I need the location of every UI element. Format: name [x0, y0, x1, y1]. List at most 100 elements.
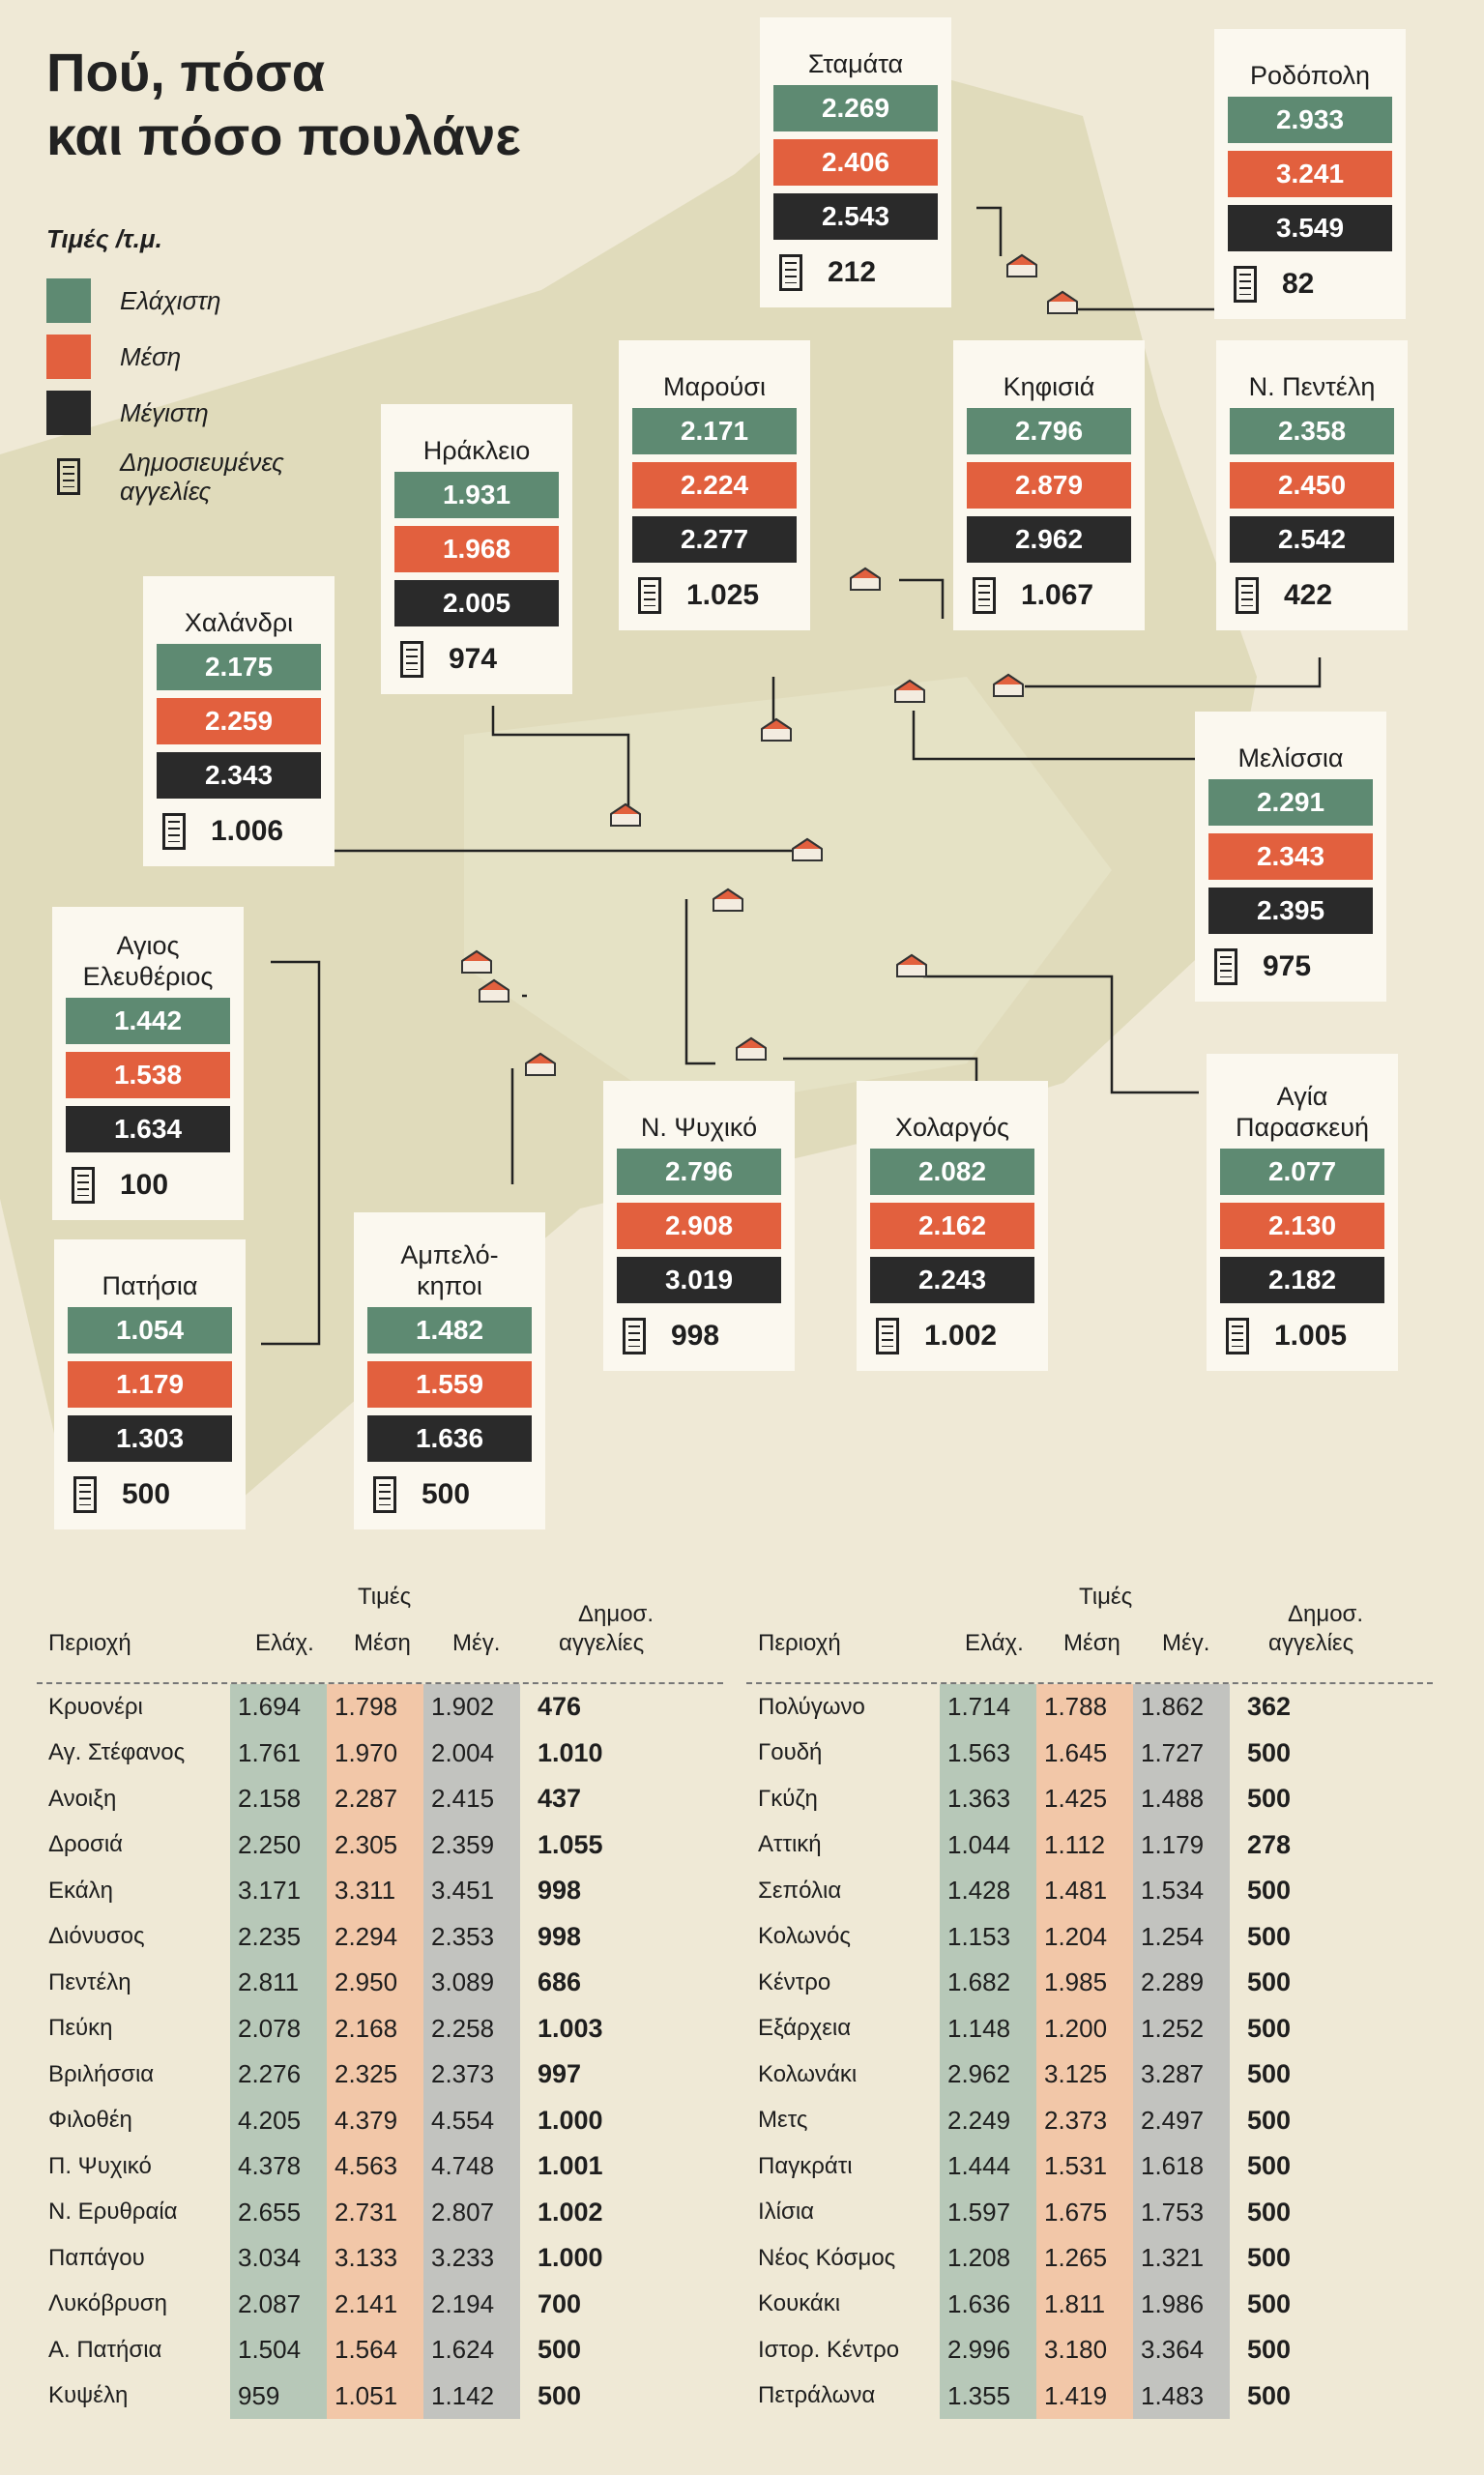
cell-max: 2.807 — [423, 2189, 520, 2235]
legend-item-avg: Μέση — [46, 329, 284, 385]
header-avg: Μέση — [354, 1630, 411, 1656]
cell-min: 4.205 — [230, 2097, 327, 2143]
table-row: Διόνυσος 2.235 2.294 2.353 998 — [37, 1913, 723, 1960]
price-table-right: Περιοχή Τιμές Ελάχ. Μέση Μέγ. Δημοσ. αγγ… — [746, 1574, 1433, 2419]
cell-max: 2.258 — [423, 2005, 520, 2052]
table-row: Ανοιξη 2.158 2.287 2.415 437 — [37, 1776, 723, 1822]
cell-avg: 1.788 — [1036, 1684, 1133, 1731]
table-row: Κολωνός 1.153 1.204 1.254 500 — [746, 1913, 1433, 1960]
cell-max: 1.254 — [1133, 1913, 1230, 1960]
cell-max: 1.483 — [1133, 2373, 1230, 2419]
cell-area: Μετς — [758, 2107, 808, 2134]
table-row: Αγ. Στέφανος 1.761 1.970 2.004 1.010 — [37, 1730, 723, 1776]
avg-price: 2.130 — [1220, 1203, 1384, 1249]
leader-lines — [261, 206, 1322, 1346]
cell-avg: 1.675 — [1036, 2189, 1133, 2235]
ads-count: 1.006 — [211, 815, 284, 847]
document-icon — [162, 813, 186, 850]
area-card: Ν. Ψυχικό 2.796 2.908 3.019 998 — [603, 1081, 795, 1371]
cell-max: 1.624 — [423, 2327, 520, 2373]
cell-avg: 2.373 — [1036, 2097, 1133, 2143]
max-price: 2.343 — [157, 752, 321, 799]
table-row: Κέντρο 1.682 1.985 2.289 500 — [746, 1960, 1433, 2006]
house-marker-icon — [610, 802, 641, 827]
cell-ads: 500 — [1247, 1784, 1292, 1814]
cell-max: 1.902 — [423, 1684, 520, 1731]
cell-area: Πολύγωνο — [758, 1693, 865, 1720]
cell-avg: 2.287 — [327, 1776, 423, 1822]
area-card: Σταμάτα 2.269 2.406 2.543 212 — [760, 17, 951, 307]
house-marker-icon — [736, 1036, 767, 1061]
cell-max: 1.488 — [1133, 1776, 1230, 1822]
cell-min: 4.378 — [230, 2143, 327, 2190]
document-icon — [373, 1476, 396, 1513]
area-name: Ηράκλειο — [422, 436, 531, 465]
cell-area: Νέος Κόσμος — [758, 2244, 896, 2271]
header-prices: Τιμές — [1079, 1584, 1133, 1610]
cell-max: 1.252 — [1133, 2005, 1230, 2052]
cell-avg: 3.133 — [327, 2235, 423, 2282]
header-area: Περιοχή — [48, 1630, 131, 1656]
max-price: 2.542 — [1230, 516, 1394, 563]
cell-avg: 2.141 — [327, 2281, 423, 2327]
min-price: 2.933 — [1228, 97, 1392, 143]
house-marker-icon — [850, 567, 881, 591]
cell-avg: 1.481 — [1036, 1868, 1133, 1914]
area-name: κηποι — [417, 1271, 482, 1300]
avg-price: 1.538 — [66, 1052, 230, 1098]
avg-price: 2.259 — [157, 698, 321, 744]
table-row: Κουκάκι 1.636 1.811 1.986 500 — [746, 2281, 1433, 2327]
house-marker-icon — [792, 837, 823, 861]
legend: Τιμές /τ.μ. Ελάχιστη Μέση Μέγιστη Δημοσι… — [46, 224, 284, 512]
cell-min: 1.044 — [940, 1821, 1036, 1868]
cell-min: 2.962 — [940, 2052, 1036, 2098]
legend-item-ads: Δημοσιευμένες αγγελίες — [46, 441, 284, 512]
table-row: Κυψέλη 959 1.051 1.142 500 — [37, 2373, 723, 2419]
cell-area: Σεπόλια — [758, 1877, 842, 1904]
legend-heading: Τιμές /τ.μ. — [46, 224, 162, 253]
area-name: Κηφισιά — [1003, 372, 1095, 401]
cell-max: 3.287 — [1133, 2052, 1230, 2098]
table-row: Πεύκη 2.078 2.168 2.258 1.003 — [37, 2005, 723, 2052]
legend-swatch — [46, 335, 91, 379]
document-icon — [1234, 266, 1257, 303]
area-name: Ν. Ψυχικό — [640, 1113, 758, 1142]
table-row: Σεπόλια 1.428 1.481 1.534 500 — [746, 1868, 1433, 1914]
header-ads: Δημοσ. — [578, 1601, 655, 1627]
cell-area: Πεντέλη — [48, 1968, 131, 1995]
area-name: Ελευθέριος — [82, 962, 214, 991]
cell-area: Εκάλη — [48, 1877, 113, 1904]
document-icon — [72, 1167, 95, 1204]
cell-avg: 2.731 — [327, 2189, 423, 2235]
table-row: Π. Ψυχικό 4.378 4.563 4.748 1.001 — [37, 2143, 723, 2190]
cell-avg: 1.645 — [1036, 1730, 1133, 1776]
cell-ads: 500 — [1247, 2197, 1292, 2227]
cell-avg: 1.970 — [327, 1730, 423, 1776]
table-row: Λυκόβρυση 2.087 2.141 2.194 700 — [37, 2281, 723, 2327]
max-price: 2.005 — [394, 580, 559, 626]
header-ads: αγγελίες — [1268, 1630, 1354, 1656]
cell-ads: 500 — [1247, 2335, 1292, 2365]
cell-ads: 1.002 — [538, 2197, 603, 2227]
cell-area: Λυκόβρυση — [48, 2290, 167, 2317]
cell-max: 2.359 — [423, 1821, 520, 1868]
cell-area: Γουδή — [758, 1739, 823, 1766]
document-icon — [973, 577, 996, 614]
document-icon — [623, 1318, 646, 1354]
cell-ads: 437 — [538, 1784, 582, 1814]
cell-max: 1.534 — [1133, 1868, 1230, 1914]
header-prices: Τιμές — [358, 1584, 412, 1610]
cell-avg: 3.180 — [1036, 2327, 1133, 2373]
max-price: 2.182 — [1220, 1257, 1384, 1303]
cell-area: Διόνυσος — [48, 1923, 145, 1950]
cell-min: 2.249 — [940, 2097, 1036, 2143]
cell-area: Δροσιά — [48, 1831, 124, 1858]
cell-min: 3.034 — [230, 2235, 327, 2282]
cell-min: 1.761 — [230, 1730, 327, 1776]
table-row: Πολύγωνο 1.714 1.788 1.862 362 — [746, 1684, 1433, 1731]
cell-max: 3.233 — [423, 2235, 520, 2282]
area-card: Πατήσια 1.054 1.179 1.303 500 — [54, 1239, 246, 1529]
cell-area: Κολωνός — [758, 1923, 851, 1950]
header-max: Μέγ. — [452, 1630, 501, 1656]
min-price: 2.796 — [967, 408, 1131, 454]
